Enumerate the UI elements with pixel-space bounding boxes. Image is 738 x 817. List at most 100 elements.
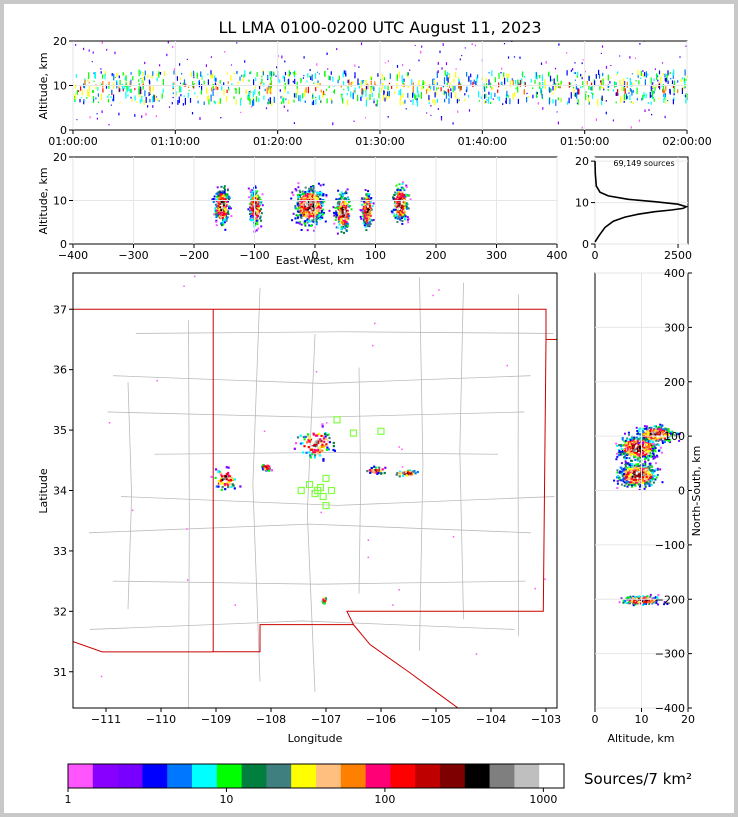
north-south-source [657, 603, 659, 606]
north-south-source [652, 438, 655, 441]
east-west-source [255, 219, 258, 222]
time-height-source [544, 79, 546, 86]
east-west-source [367, 205, 369, 208]
time-height-source [140, 88, 142, 94]
time-height-source [119, 88, 121, 92]
time-height-source [173, 70, 175, 75]
time-height-source [226, 72, 228, 75]
time-height-source [642, 70, 644, 72]
time-height-source [455, 68, 457, 70]
time-height-source [189, 98, 192, 103]
time-height-source [249, 72, 251, 75]
east-west-source [251, 190, 254, 193]
plan-view-source [229, 479, 232, 482]
colorbar-swatch [365, 764, 391, 788]
east-west-source [315, 215, 318, 218]
north-south-source [616, 469, 619, 472]
north-south-source [638, 483, 641, 486]
east-west-source [297, 208, 299, 211]
time-height-source [440, 87, 442, 92]
north-south-source [653, 433, 656, 436]
plan-view-xtick-label: −107 [311, 713, 341, 726]
time-height-source [391, 85, 393, 89]
time-height-source [105, 70, 107, 76]
east-west-source [296, 214, 299, 217]
time-height-source [354, 87, 356, 94]
east-west-source [260, 219, 263, 222]
east-west-source [302, 204, 305, 207]
time-height-source [497, 97, 499, 99]
time-height-sources [74, 40, 689, 129]
plan-view-source [319, 445, 322, 448]
north-south-source [654, 596, 657, 599]
time-height-source [447, 77, 449, 83]
north-south-source [645, 442, 647, 445]
east-west-source [394, 208, 397, 211]
time-height-source [513, 56, 516, 58]
east-west-source [365, 217, 368, 220]
time-height-source [454, 85, 456, 91]
time-height-source [387, 85, 389, 91]
east-west-source [215, 205, 218, 208]
time-height-source [184, 97, 186, 105]
plan-view-source [379, 470, 382, 473]
north-south-source [621, 468, 623, 471]
colorbar-swatch [340, 764, 366, 788]
east-west-source [308, 191, 311, 194]
east-west-xtick-label: −400 [58, 249, 88, 262]
time-height-source [670, 77, 672, 80]
east-west-source [339, 193, 342, 196]
north-south-source [624, 449, 626, 452]
east-west-source [320, 211, 323, 214]
north-south-source [643, 440, 646, 443]
east-west-source [394, 191, 397, 194]
north-south-source [639, 467, 642, 470]
north-south-source [616, 480, 619, 483]
time-height-source [179, 77, 181, 80]
time-height-source [582, 81, 584, 88]
time-height-source [97, 93, 99, 97]
plan-view-ytick-label: 37 [53, 303, 67, 316]
east-west-source [225, 217, 228, 220]
time-height-source [223, 82, 225, 86]
time-height-source [600, 97, 603, 100]
north-south-source [618, 449, 621, 452]
plan-view-source [309, 456, 312, 459]
time-height-source [574, 79, 576, 81]
time-height-source [149, 98, 151, 103]
time-height-source [192, 81, 194, 88]
time-height-source [595, 74, 597, 79]
plan-view-source [303, 445, 306, 448]
east-west-source [400, 195, 403, 198]
north-south-source [631, 475, 634, 478]
time-height-source [402, 93, 404, 98]
east-west-source [309, 196, 312, 199]
east-west-source [300, 197, 303, 199]
time-height-source [617, 89, 619, 96]
time-height-source [76, 119, 78, 121]
east-west-source [340, 227, 343, 230]
east-west-source [333, 211, 335, 214]
time-height-source [679, 56, 681, 58]
time-height-source [509, 80, 511, 88]
east-west-source [363, 207, 366, 210]
north-south-source [637, 439, 639, 442]
time-height-source [366, 97, 368, 101]
north-south-source [636, 458, 639, 461]
time-height-source [118, 75, 120, 79]
east-west-source [404, 193, 407, 196]
time-height-source [448, 73, 450, 75]
plan-view-stray-source [186, 579, 189, 581]
east-west-source [313, 192, 316, 194]
time-height-source [294, 71, 296, 75]
plan-view-source [227, 479, 230, 482]
north-south-source [645, 479, 648, 482]
county-line [419, 277, 424, 651]
north-south-source [637, 478, 640, 481]
plan-view-source [310, 438, 313, 441]
east-west-source [320, 209, 323, 212]
time-height-source [494, 77, 496, 83]
time-height-source [685, 45, 687, 47]
time-height-source [113, 73, 115, 81]
east-west-source [370, 197, 373, 199]
